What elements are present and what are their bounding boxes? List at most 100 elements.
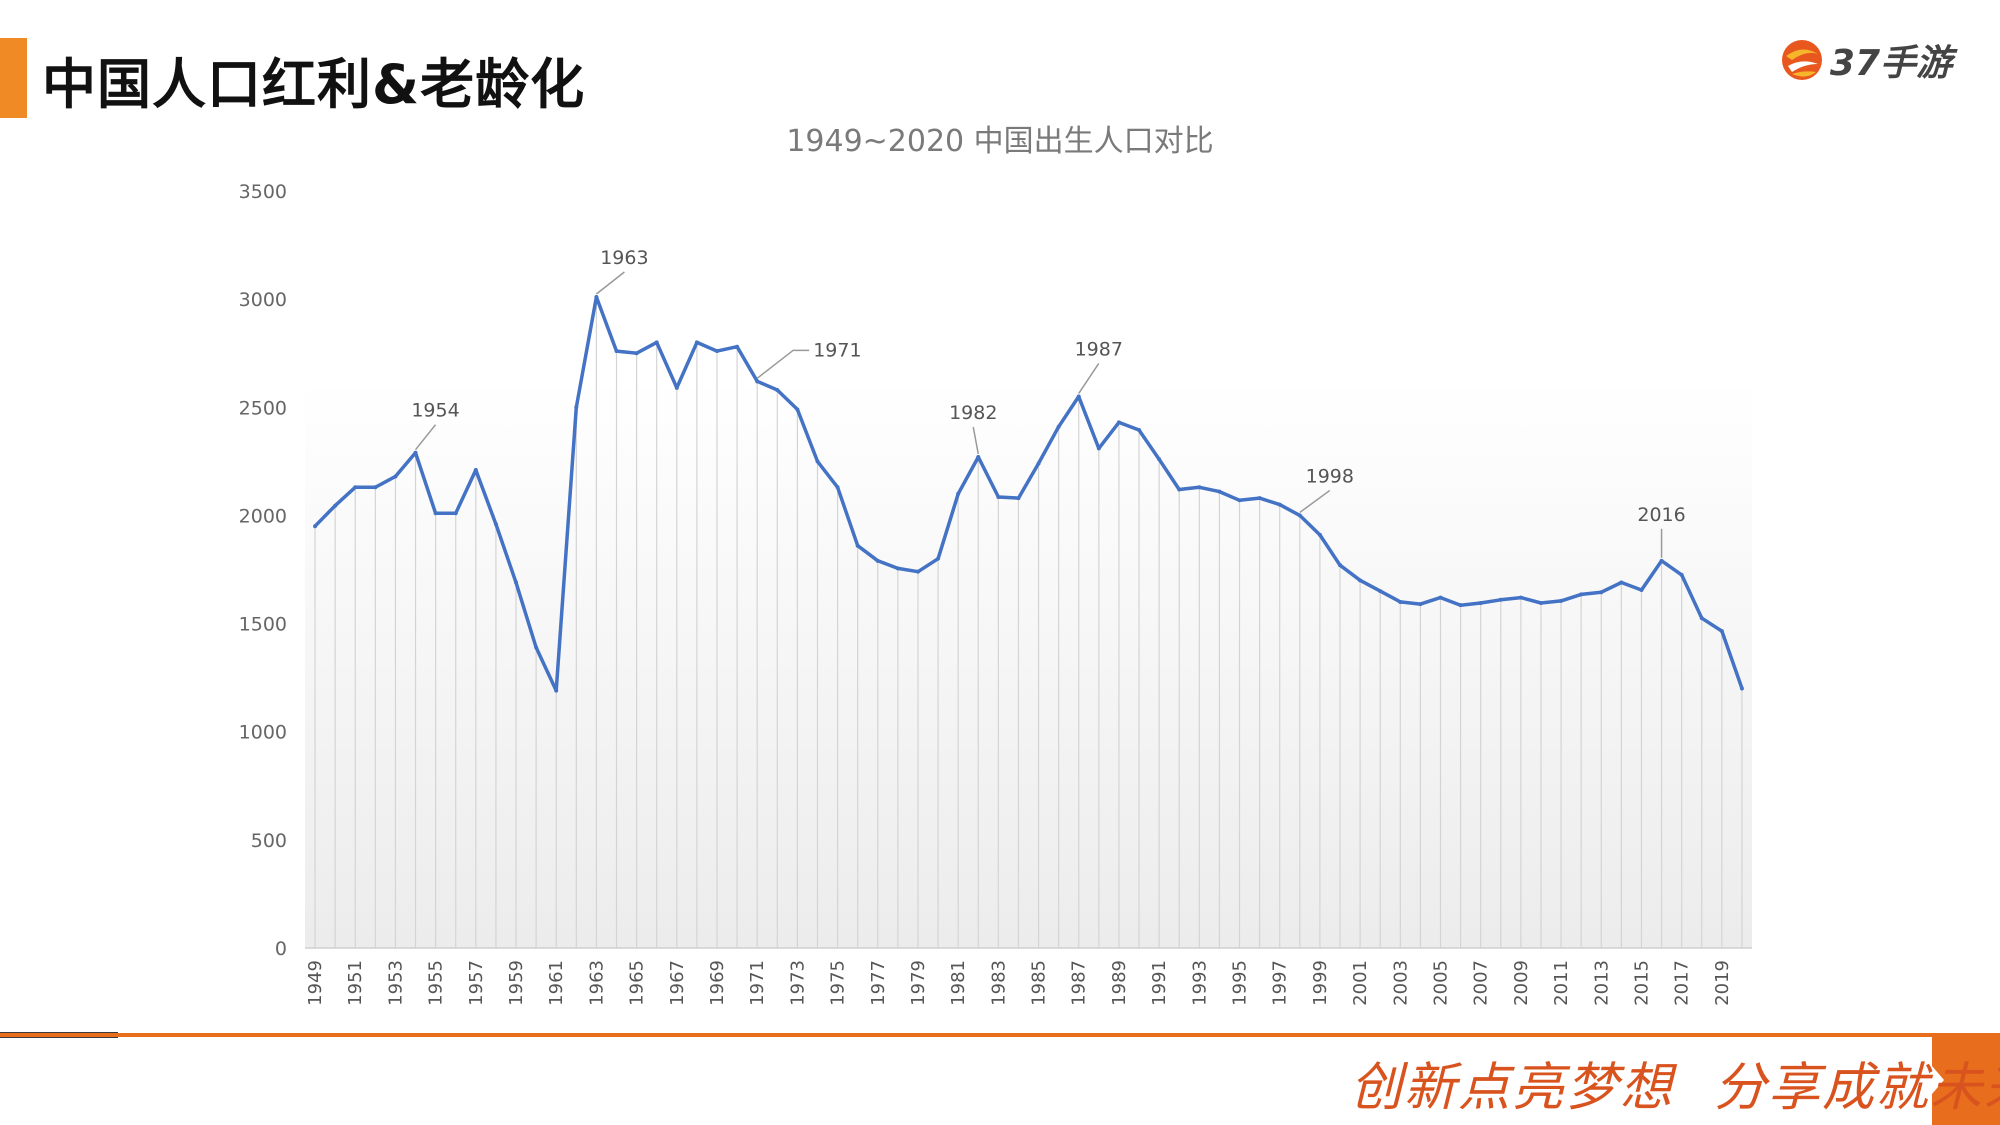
x-tick-label: 1981 — [948, 960, 969, 1006]
data-point — [1579, 592, 1584, 597]
x-tick-label: 1983 — [988, 960, 1009, 1006]
data-point — [1116, 420, 1121, 425]
data-point — [976, 455, 981, 460]
logo-swirl-icon — [1781, 40, 1822, 80]
x-tick-label: 1999 — [1310, 960, 1331, 1006]
x-tick-label: 2005 — [1430, 960, 1451, 1006]
data-point — [936, 556, 941, 561]
data-point — [956, 491, 961, 496]
data-point — [1056, 424, 1061, 429]
data-point — [735, 344, 740, 349]
data-point — [614, 349, 619, 354]
data-point — [855, 543, 860, 548]
data-point — [1157, 457, 1162, 462]
data-point — [1418, 602, 1423, 607]
data-point — [493, 522, 498, 527]
data-point — [996, 495, 1001, 500]
data-point — [1478, 601, 1483, 606]
data-point — [1076, 394, 1081, 399]
data-point — [534, 645, 539, 650]
data-point — [1237, 498, 1242, 503]
data-point — [795, 407, 800, 412]
x-tick-label: 1989 — [1109, 960, 1130, 1006]
data-point — [313, 524, 318, 529]
plot-background — [305, 377, 1752, 948]
data-point — [1679, 572, 1684, 577]
x-tick-label: 1955 — [426, 960, 447, 1006]
data-point — [1036, 461, 1041, 466]
x-tick-label: 2017 — [1672, 960, 1693, 1006]
chart-title: 1949~2020 中国出生人口对比 — [786, 124, 1213, 159]
x-tick-label: 1979 — [908, 960, 929, 1006]
title-accent-bar — [0, 38, 27, 118]
x-tick-label: 1985 — [1029, 960, 1050, 1006]
x-tick-label: 1969 — [707, 960, 728, 1006]
data-point — [1217, 489, 1222, 494]
x-tick-label: 1957 — [466, 960, 487, 1006]
data-point — [835, 485, 840, 490]
footer-line — [0, 1033, 2000, 1037]
data-point — [1338, 563, 1343, 568]
data-point — [574, 405, 579, 410]
annotation-label: 1971 — [813, 339, 861, 361]
annotation-leader — [756, 349, 810, 379]
x-tick-label: 1967 — [667, 960, 688, 1006]
data-point — [1458, 603, 1463, 608]
data-point — [453, 511, 458, 516]
x-tick-label: 2009 — [1511, 960, 1532, 1006]
annotation-label: 1963 — [600, 247, 648, 269]
x-tick-label: 2013 — [1591, 960, 1612, 1006]
y-tick-label: 3000 — [239, 289, 287, 311]
x-tick-label: 1971 — [747, 960, 768, 1006]
y-tick-label: 0 — [275, 938, 287, 960]
data-point — [1599, 590, 1604, 595]
data-point — [1358, 578, 1363, 583]
y-tick-label: 3500 — [239, 181, 287, 203]
page-title: 中国人口红利&老龄化 — [42, 53, 586, 116]
annotation-label: 2016 — [1637, 504, 1685, 526]
x-tick-label: 2001 — [1350, 960, 1371, 1006]
data-point — [473, 468, 478, 473]
annotation-label: 1982 — [949, 402, 997, 424]
data-point — [875, 558, 880, 563]
x-tick-label: 1995 — [1230, 960, 1251, 1006]
annotation-leader — [1078, 363, 1100, 394]
data-point — [714, 349, 719, 354]
data-point — [1518, 595, 1523, 600]
x-tick-label: 1997 — [1270, 960, 1291, 1006]
data-point — [694, 340, 699, 345]
data-point — [1538, 601, 1543, 606]
data-point — [654, 340, 659, 345]
footer-tab-notch — [1932, 1066, 1944, 1094]
x-tick-label: 1963 — [586, 960, 607, 1006]
data-point — [674, 385, 679, 390]
x-tick-label: 2015 — [1631, 960, 1652, 1006]
y-tick-label: 2500 — [239, 397, 287, 419]
data-point — [1257, 496, 1262, 501]
annotation-leader — [1299, 489, 1331, 514]
data-point — [373, 485, 378, 490]
data-point — [1559, 598, 1564, 603]
data-point — [1719, 629, 1724, 634]
data-point — [1398, 599, 1403, 604]
data-point — [1498, 597, 1503, 602]
data-point — [1699, 616, 1704, 621]
data-point — [1378, 589, 1383, 594]
data-point — [1016, 496, 1021, 501]
x-tick-label: 1953 — [385, 960, 406, 1006]
data-point — [755, 379, 760, 384]
data-point — [393, 474, 398, 479]
x-tick-label: 1961 — [546, 960, 567, 1006]
data-point — [1096, 446, 1101, 451]
data-point — [1197, 485, 1202, 490]
data-point — [1619, 580, 1624, 585]
data-point — [915, 569, 920, 574]
data-point — [413, 450, 418, 455]
data-point — [353, 485, 358, 490]
y-tick-label: 2000 — [239, 505, 287, 527]
annotation-label: 1987 — [1075, 338, 1123, 360]
x-tick-label: 1951 — [345, 960, 366, 1006]
data-point — [1137, 427, 1142, 432]
annotation-label: 1998 — [1306, 465, 1354, 487]
data-point — [1297, 513, 1302, 518]
